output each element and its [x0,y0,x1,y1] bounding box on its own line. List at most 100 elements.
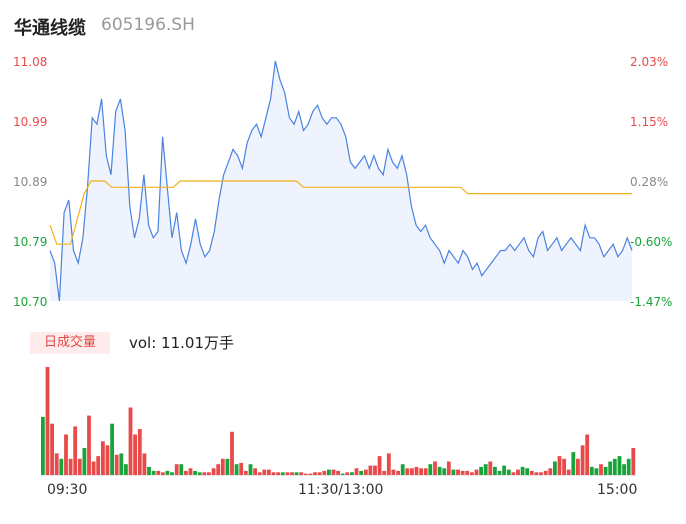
pct-label-2: 1.15% [630,115,669,129]
volume-bar [257,472,262,475]
volume-bar [511,472,516,475]
volume-bar [585,434,590,475]
volume-bar [59,458,64,475]
volume-bar [543,470,548,475]
volume-bar [622,464,626,475]
volume-bar [437,466,442,475]
volume-bar [170,472,174,475]
pct-label-3: 0.28% [630,175,669,189]
volume-bar [234,464,239,475]
volume-bar [87,415,91,475]
stock-code: 605196.SH [101,15,195,35]
pct-label-1: 2.03% [630,55,669,69]
volume-bar [73,426,78,475]
volume-bar [456,469,460,475]
volume-bar [322,470,327,475]
price-label-5: 10.70 [13,295,48,309]
volume-bar [165,470,170,475]
volume-bar [354,468,359,476]
volume-bar [197,472,202,475]
volume-bar [41,416,45,475]
volume-bar [368,465,373,475]
volume-bar [612,458,617,475]
volume-bar [128,407,133,475]
volume-bar [64,434,68,475]
volume-bar [391,469,396,475]
volume-bar [294,472,299,475]
volume-bar [262,469,267,475]
volume-bar [230,431,234,475]
volume-badge[interactable]: 日成交量 [30,332,110,354]
volume-bar [414,466,419,475]
price-label-1: 11.08 [13,55,48,69]
volume-bar [502,465,506,475]
volume-bar [479,466,483,475]
volume-bar [137,429,142,475]
volume-bar [571,452,576,475]
volume-bar [557,456,562,475]
volume-bar [290,472,294,475]
volume-bar [442,468,447,476]
volume-bar [193,470,197,475]
volume-bar [516,469,520,475]
volume-bar [156,470,161,475]
volume-bar [207,472,211,475]
volume-bar [580,445,585,475]
volume-bar [631,448,636,475]
price-label-4: 10.79 [13,235,48,249]
volume-bar [423,468,428,476]
volume-bar [147,466,151,475]
volume-bar [327,469,331,475]
volume-bar [276,472,280,475]
volume-bar [488,461,493,475]
volume-bar [188,468,193,476]
volume-bar [313,472,317,475]
volume-bar [465,470,470,475]
volume-bar [603,466,608,475]
time-label-close: 15:00 [597,482,638,498]
volume-bar [82,448,87,475]
volume-bar [124,464,128,475]
volume-bar [299,472,304,475]
volume-bar [363,469,368,475]
price-line [49,60,633,302]
time-label-open: 09:30 [47,482,88,498]
volume-bar [331,469,336,475]
volume-bar [151,470,156,475]
volume-bar [539,472,543,475]
volume-bar [345,472,350,475]
volume-bar [184,470,188,475]
volume-bar [160,472,165,475]
volume-bar [562,458,566,475]
price-label-3: 10.89 [13,175,48,189]
volume-bar [405,468,410,476]
volume-bar [96,456,101,475]
volume-bar [225,458,230,475]
volume-text: vol: 11.01万手 [129,334,234,352]
volume-bar [271,472,276,475]
volume-bar [179,464,184,475]
volume-bar [336,470,340,475]
price-label-2: 10.99 [13,115,48,129]
volume-bar [105,445,110,475]
volume-bar [340,473,345,475]
volume-bar [68,458,73,475]
volume-bar [280,472,285,475]
volume-bar [608,461,613,475]
volume-bar [506,469,511,475]
volume-bar [239,462,244,476]
volume-bar [626,458,631,475]
volume-bar [428,464,433,475]
volume-bar [470,472,474,475]
volume-bar [553,461,557,475]
volume-bar [91,461,96,475]
volume-bar [216,464,221,475]
volume-bar [460,470,465,475]
pct-label-5: -1.47% [630,295,673,309]
volume-bar [267,469,271,475]
volume-bar [373,465,377,475]
volume-bar [202,472,207,475]
volume-bar [114,454,119,476]
volume-bar [548,468,553,476]
